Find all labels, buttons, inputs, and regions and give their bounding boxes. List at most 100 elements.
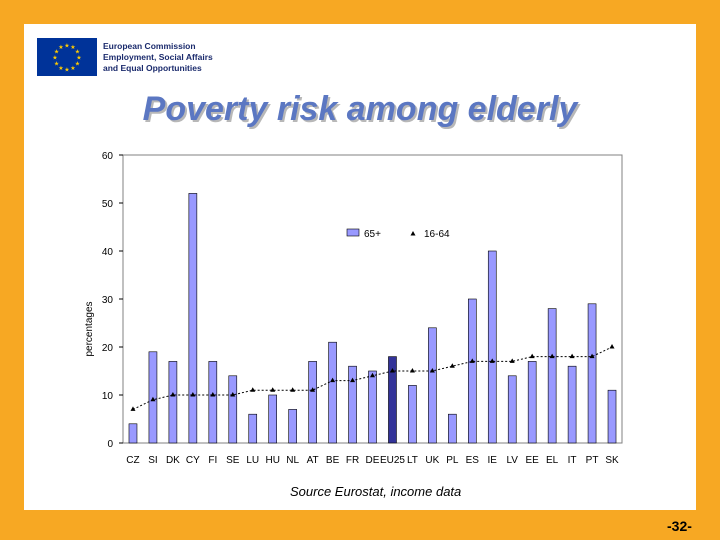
bar-65plus: [288, 409, 297, 444]
x-tick-label: UK: [425, 455, 439, 466]
org-line-2: Employment, Social Affairs: [103, 52, 213, 62]
point-16-64: [569, 353, 575, 359]
y-tick-label: 30: [102, 295, 114, 306]
x-tick-label: CZ: [126, 455, 139, 466]
bar-65plus: [128, 423, 138, 444]
bar-65plus: [388, 356, 397, 444]
point-16-64: [609, 344, 615, 349]
x-tick-label: NL: [286, 455, 299, 466]
point-16-64: [330, 377, 336, 383]
point-16-64: [130, 406, 136, 411]
bar-65plus: [248, 413, 258, 444]
x-tick-label: ES: [466, 455, 480, 466]
point-16-64: [489, 358, 495, 363]
point-16-64: [230, 392, 236, 397]
bar-65plus: [587, 303, 597, 444]
x-tick-label: IT: [568, 455, 577, 466]
x-tick-label: PT: [586, 455, 599, 466]
x-tick-label: CY: [186, 455, 200, 466]
legend-marker-16-64: [410, 231, 416, 236]
x-tick-label: IE: [488, 455, 498, 466]
point-16-64: [370, 372, 375, 378]
bar-65plus: [527, 361, 537, 444]
y-tick-label: 40: [102, 247, 114, 258]
point-16-64: [449, 363, 455, 368]
flag-star-icon: ★: [54, 49, 59, 56]
legend-swatch-65plus: [346, 228, 360, 237]
flag-star-icon: ★: [54, 61, 59, 68]
legend-label-65plus: 65+: [364, 229, 381, 240]
point-16-64: [210, 392, 216, 397]
org-line-1: European Commission: [103, 41, 196, 51]
y-axis-label: percentages: [84, 301, 95, 356]
point-16-64: [429, 368, 435, 373]
bar-65plus: [607, 389, 617, 444]
x-tick-label: FI: [208, 455, 217, 466]
x-tick-label: LV: [506, 455, 518, 466]
x-tick-label: EL: [546, 455, 559, 466]
flag-star-icon: ★: [70, 65, 75, 72]
flag-star-icon: ★: [64, 43, 69, 50]
point-16-64: [389, 368, 395, 373]
bar-65plus: [428, 327, 437, 444]
flag-star-icon: ★: [76, 55, 81, 62]
bar-65plus: [268, 394, 278, 444]
x-tick-label: LU: [246, 455, 259, 466]
flag-star-icon: ★: [52, 55, 57, 62]
bar-65plus: [348, 365, 357, 444]
bar-65plus: [567, 365, 577, 444]
point-16-64: [549, 353, 555, 359]
x-tick-label: BE: [326, 455, 340, 466]
bar-65plus: [547, 308, 557, 444]
x-tick-label: SE: [226, 455, 240, 466]
point-16-64: [270, 387, 276, 392]
y-tick-label: 0: [107, 439, 113, 450]
eu-flag-icon: ★ ★ ★ ★ ★ ★ ★ ★ ★ ★ ★ ★: [37, 38, 97, 76]
ec-logo: ★ ★ ★ ★ ★ ★ ★ ★ ★ ★ ★ ★ European Commission Employm…: [37, 38, 213, 76]
org-line-3: and Equal Opportunities: [103, 63, 202, 73]
org-name: European Commission Employment, Social A…: [103, 41, 213, 74]
x-tick-label: SI: [148, 455, 157, 466]
x-tick-label: EU25: [380, 455, 405, 466]
point-16-64: [150, 396, 156, 402]
bar-65plus: [228, 375, 238, 444]
point-16-64: [350, 377, 356, 383]
x-tick-label: DK: [166, 455, 180, 466]
y-tick-label: 20: [102, 343, 114, 354]
x-tick-label: FR: [346, 455, 359, 466]
flag-star-icon: ★: [75, 61, 80, 68]
flag-star-icon: ★: [58, 65, 63, 72]
flag-star-icon: ★: [58, 44, 63, 51]
x-tick-label: DE: [366, 455, 380, 466]
page-number: -32-: [667, 518, 692, 534]
point-16-64: [589, 353, 595, 359]
x-tick-label: PL: [446, 455, 459, 466]
point-16-64: [409, 368, 415, 373]
x-tick-label: LT: [407, 455, 418, 466]
point-16-64: [529, 353, 535, 359]
y-tick-label: 10: [102, 391, 114, 402]
source-note: Source Eurostat, income data: [290, 484, 462, 499]
flag-star-icon: ★: [64, 67, 69, 74]
bar-65plus: [168, 361, 178, 444]
flag-star-icon: ★: [75, 49, 80, 56]
bar-65plus: [188, 193, 198, 444]
bar-65plus: [328, 341, 337, 444]
point-16-64: [250, 387, 256, 392]
y-tick-label: 60: [102, 151, 114, 162]
bar-65plus: [507, 375, 517, 444]
point-16-64: [509, 358, 515, 363]
page-title: Poverty risk among elderly: [142, 90, 578, 128]
bar-65plus: [408, 385, 417, 444]
point-16-64: [290, 387, 296, 392]
point-16-64: [170, 392, 176, 397]
x-tick-label: HU: [265, 455, 279, 466]
bar-65plus: [467, 298, 477, 444]
bar-65plus: [487, 250, 497, 444]
flag-star-icon: ★: [70, 44, 75, 51]
bar-65plus: [208, 361, 218, 444]
legend-label-16-64: 16-64: [424, 229, 450, 240]
bar-65plus: [368, 370, 377, 444]
bar-65plus: [308, 361, 317, 444]
bar-65plus: [448, 413, 457, 444]
